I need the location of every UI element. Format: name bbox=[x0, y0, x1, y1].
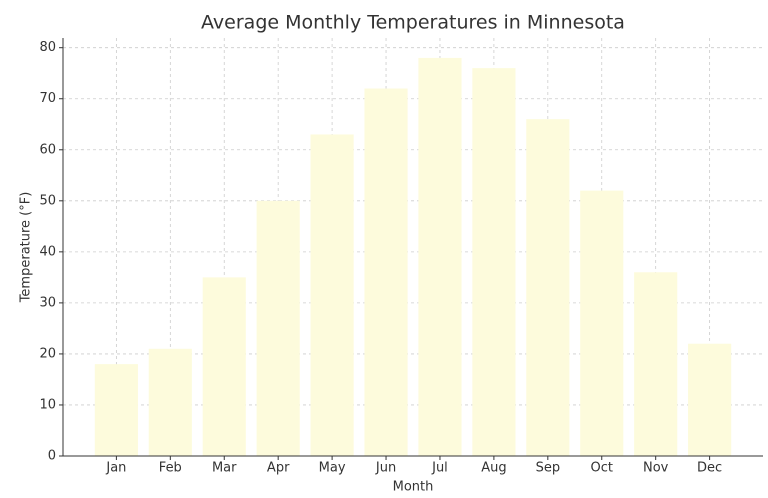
x-tick-label: Jul bbox=[431, 461, 448, 476]
x-tick-label: Apr bbox=[267, 461, 290, 476]
x-tick-label: Dec bbox=[697, 461, 722, 476]
x-axis-label: Month bbox=[393, 480, 434, 495]
x-tick-label: Oct bbox=[591, 461, 613, 476]
x-tick-label: Nov bbox=[643, 461, 669, 476]
bar bbox=[364, 88, 408, 457]
y-tick-label: 80 bbox=[39, 40, 56, 55]
y-tick-label: 40 bbox=[39, 244, 56, 259]
y-tick-label: 60 bbox=[39, 142, 56, 157]
y-tick-label: 0 bbox=[48, 449, 56, 464]
x-tick-label: Jan bbox=[105, 461, 126, 476]
bar bbox=[94, 364, 138, 456]
bar bbox=[202, 277, 246, 456]
y-tick-label: 10 bbox=[39, 397, 56, 412]
bar bbox=[526, 119, 570, 457]
x-tick-label: Mar bbox=[212, 461, 237, 476]
x-tick-label: Jun bbox=[375, 461, 396, 476]
bar bbox=[688, 343, 732, 456]
y-tick-label: 70 bbox=[39, 91, 56, 106]
y-tick-label: 30 bbox=[39, 295, 56, 310]
y-tick-label: 20 bbox=[39, 346, 56, 361]
x-tick-label: Aug bbox=[481, 461, 506, 476]
bar bbox=[472, 68, 516, 456]
x-tick-label: May bbox=[319, 461, 346, 476]
y-axis-label: Temperature (°F) bbox=[19, 192, 34, 304]
y-tick-label: 50 bbox=[39, 193, 56, 208]
bar bbox=[418, 57, 462, 457]
chart-title: Average Monthly Temperatures in Minnesot… bbox=[201, 12, 625, 34]
bar bbox=[580, 190, 624, 456]
bar bbox=[256, 200, 300, 456]
x-tick-label: Feb bbox=[159, 461, 182, 476]
x-tick-label: Sep bbox=[536, 461, 561, 476]
bar bbox=[634, 272, 678, 456]
bar bbox=[310, 134, 354, 456]
bar bbox=[148, 348, 192, 456]
